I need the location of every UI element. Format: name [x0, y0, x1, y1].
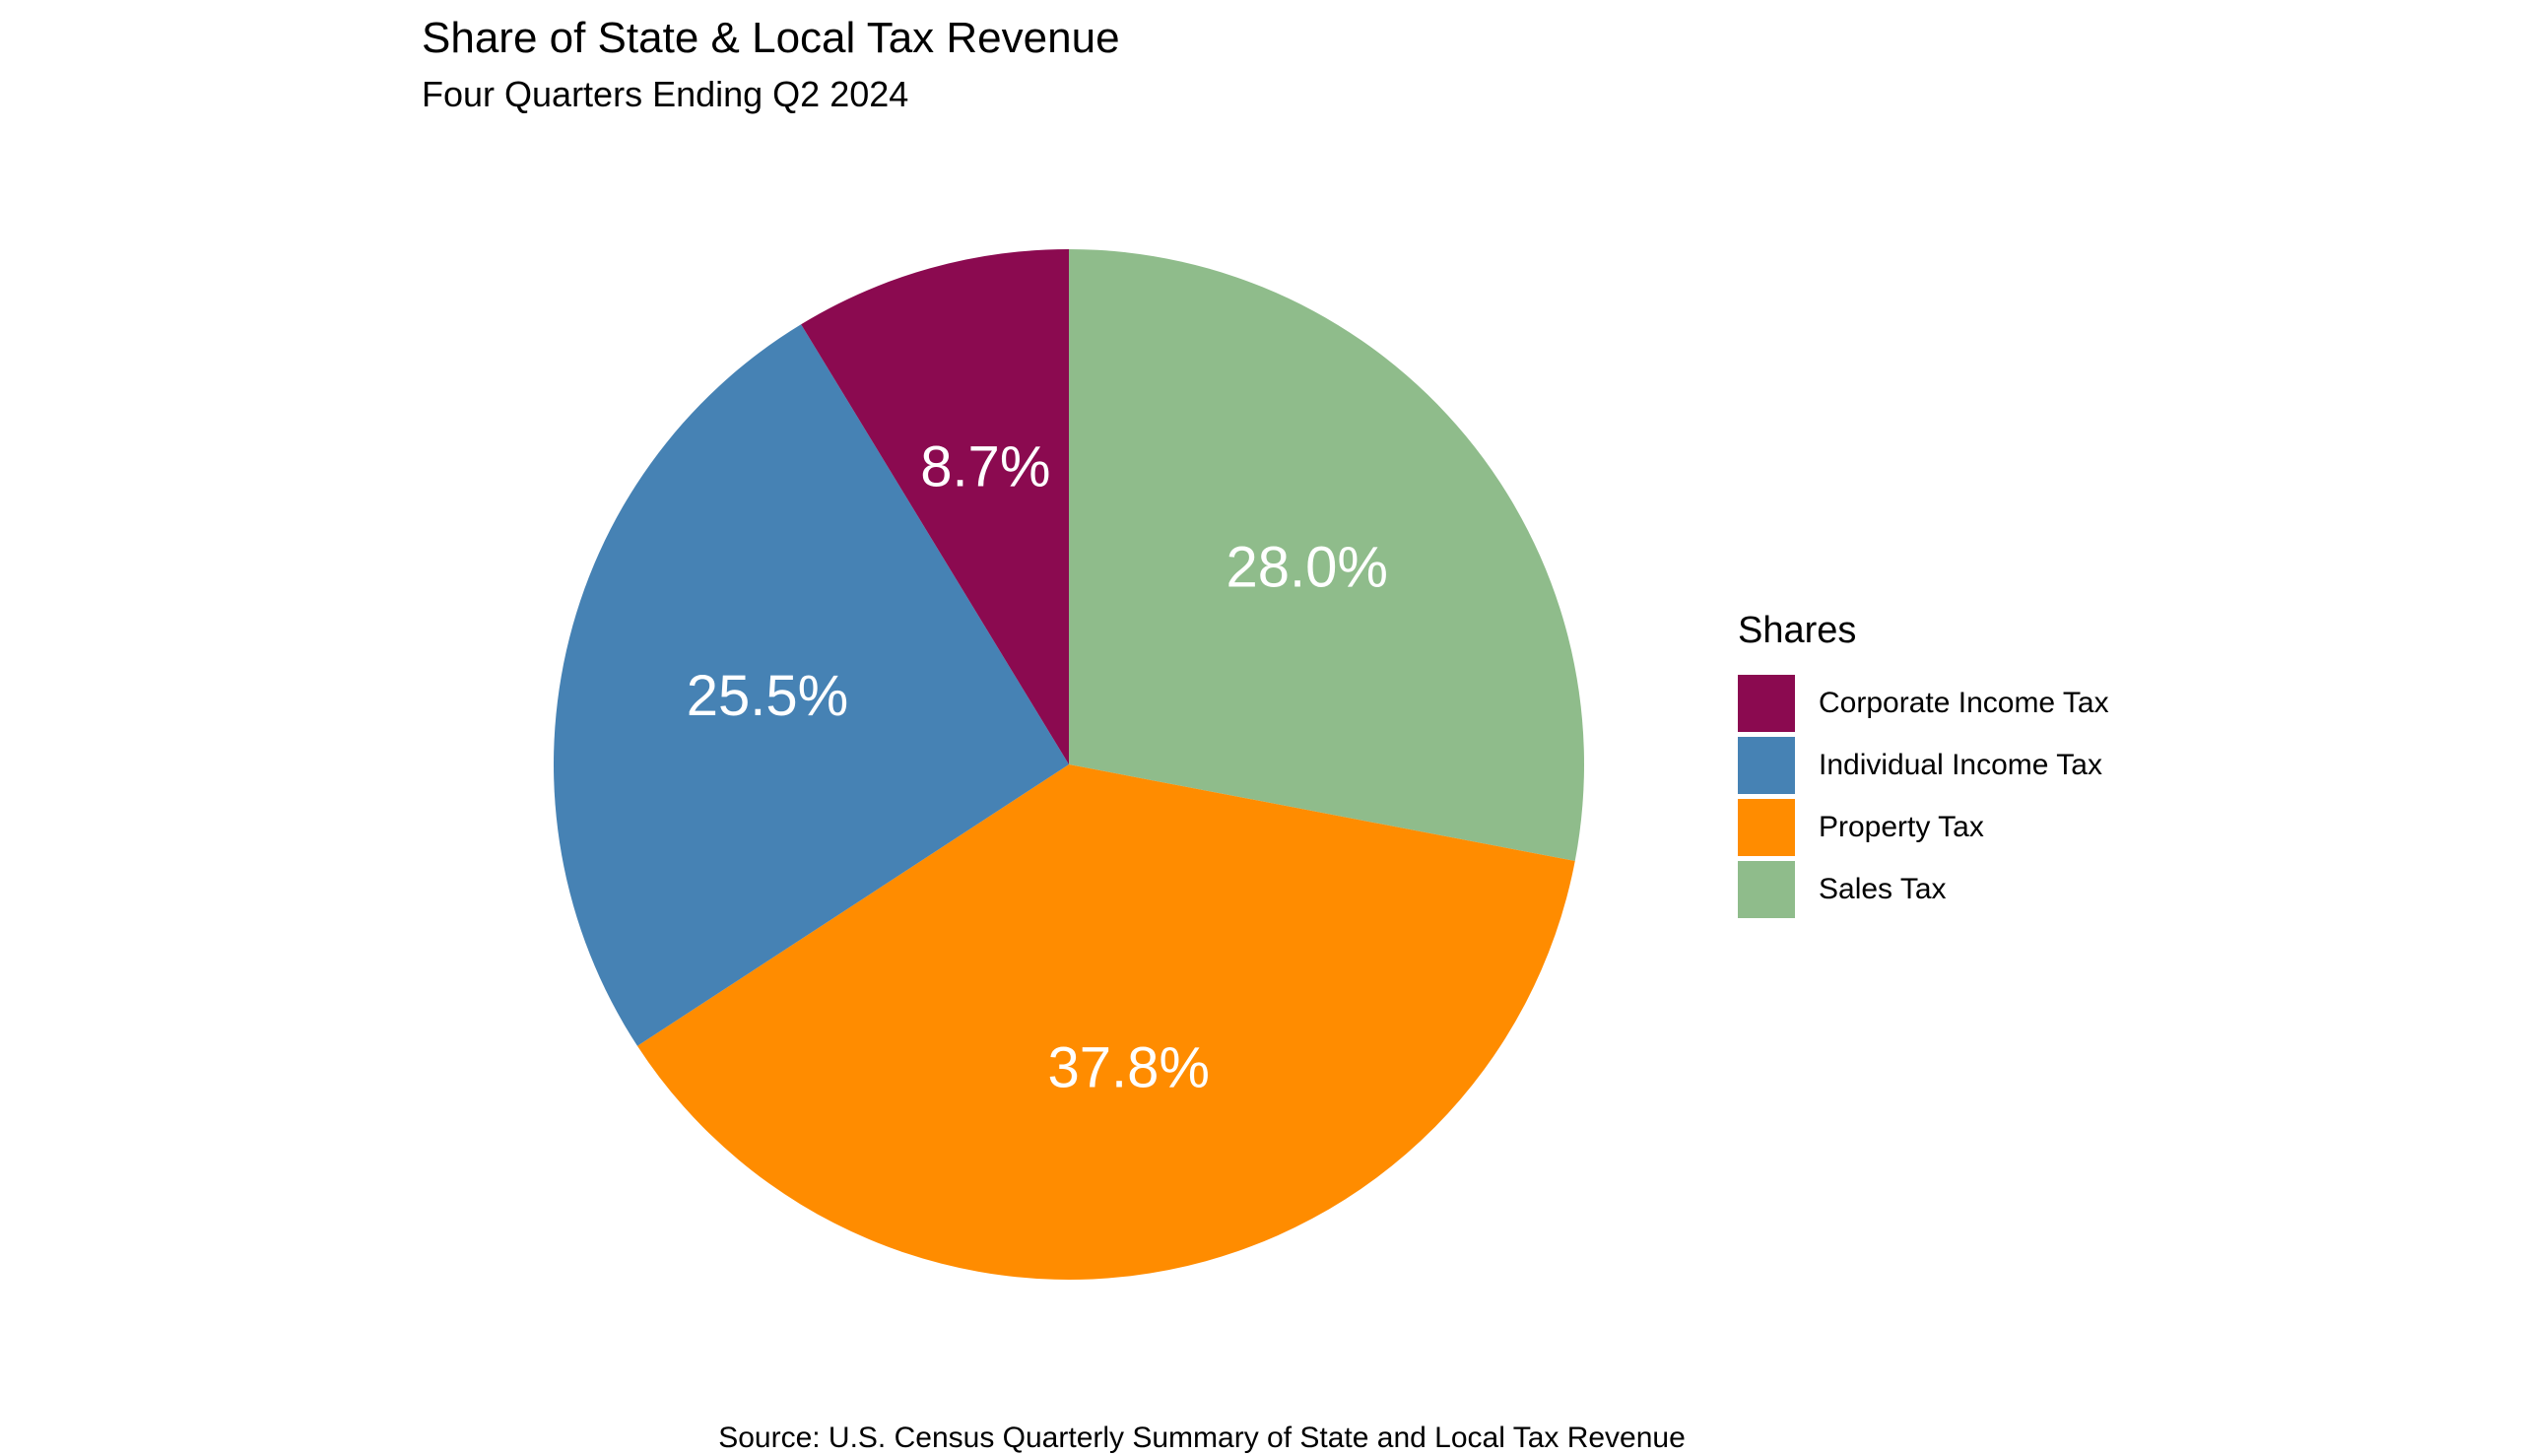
- legend-item-individual-income-tax: Individual Income Tax: [1738, 734, 2109, 796]
- slice-label-property-tax: 37.8%: [1048, 1035, 1210, 1099]
- legend-swatch: [1738, 736, 1795, 794]
- legend: Shares Corporate Income Tax Individual In…: [1738, 605, 2109, 920]
- legend-item-sales-tax: Sales Tax: [1738, 858, 2109, 920]
- legend-swatch: [1738, 674, 1795, 732]
- pie-slice-corporate-income-tax: [801, 249, 1069, 764]
- slice-label-individual-income-tax: 25.5%: [687, 664, 848, 728]
- pie-slice-individual-income-tax: [554, 324, 1069, 1046]
- legend-swatch: [1738, 798, 1795, 856]
- slice-label-sales-tax: 28.0%: [1227, 535, 1388, 599]
- legend-item-corporate-income-tax: Corporate Income Tax: [1738, 672, 2109, 734]
- legend-swatch: [1738, 860, 1795, 918]
- chart-subtitle: Four Quarters Ending Q2 2024: [422, 74, 909, 114]
- slice-label-corporate-income-tax: 8.7%: [920, 434, 1050, 498]
- legend-label: Corporate Income Tax: [1819, 686, 2109, 719]
- legend-label: Individual Income Tax: [1819, 748, 2102, 781]
- pie-slice-sales-tax: [1069, 249, 1584, 862]
- legend-label: Sales Tax: [1819, 872, 1947, 905]
- chart-caption: Source: U.S. Census Quarterly Summary of…: [718, 1422, 1686, 1454]
- pie-slice-property-tax: [636, 764, 1575, 1280]
- legend-items: Corporate Income Tax Individual Income Ta…: [1738, 672, 2109, 920]
- legend-title: Shares: [1738, 610, 1857, 651]
- legend-label: Property Tax: [1819, 810, 1984, 843]
- legend-item-property-tax: Property Tax: [1738, 796, 2109, 858]
- chart-title: Share of State & Local Tax Revenue: [422, 14, 1120, 62]
- pie-labels: 28.0% 37.8% 25.5% 8.7%: [687, 434, 1388, 1099]
- pie-slices: [554, 249, 1584, 1280]
